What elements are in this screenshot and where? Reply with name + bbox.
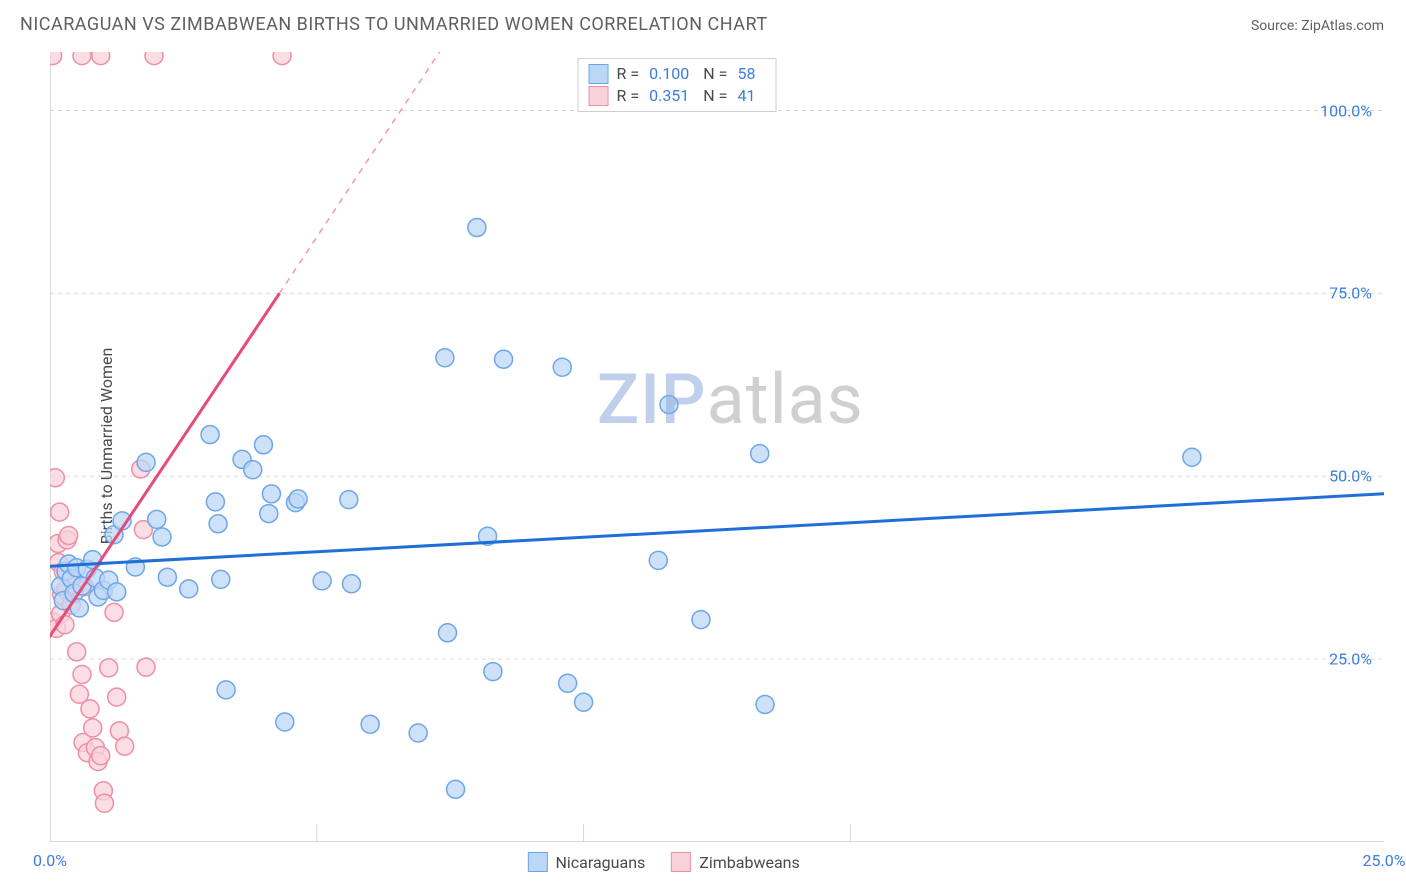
y-tick-label: 75.0% <box>1329 284 1372 303</box>
plot-area: ZIPatlas R = 0.100 N = 58 R = 0.351 N = … <box>50 52 1384 842</box>
legend-n-value-1: 41 <box>737 85 755 107</box>
legend-bottom-swatch-0 <box>527 852 547 872</box>
chart-container: NICARAGUAN VS ZIMBABWEAN BIRTHS TO UNMAR… <box>0 0 1406 892</box>
legend-stats-row-1: R = 0.351 N = 41 <box>588 85 761 107</box>
legend-r-value-1: 0.351 <box>649 85 689 107</box>
legend-bottom-label-0: Nicaraguans <box>555 853 645 872</box>
scatter-plot-svg <box>50 52 1384 842</box>
legend-series: Nicaraguans Zimbabweans <box>527 852 799 872</box>
y-tick-label: 25.0% <box>1329 650 1372 669</box>
source-label: Source: ZipAtlas.com <box>1251 18 1384 34</box>
legend-swatch-0 <box>588 64 608 84</box>
x-tick-label: 25.0% <box>1363 851 1406 870</box>
legend-item-1: Zimbabweans <box>671 852 799 872</box>
legend-item-0: Nicaraguans <box>527 852 645 872</box>
legend-bottom-label-1: Zimbabweans <box>699 853 799 872</box>
legend-r-value-0: 0.100 <box>649 63 689 85</box>
legend-n-label-1: N = <box>703 85 727 107</box>
legend-n-label-0: N = <box>703 63 727 85</box>
legend-stats: R = 0.100 N = 58 R = 0.351 N = 41 <box>577 58 776 112</box>
legend-r-label-1: R = <box>616 85 639 107</box>
chart-title: NICARAGUAN VS ZIMBABWEAN BIRTHS TO UNMAR… <box>20 14 768 35</box>
legend-stats-row-0: R = 0.100 N = 58 <box>588 63 761 85</box>
x-tick-label: 0.0% <box>33 851 67 870</box>
y-tick-label: 100.0% <box>1320 101 1372 120</box>
legend-r-label-0: R = <box>616 63 639 85</box>
y-tick-label: 50.0% <box>1329 467 1372 486</box>
legend-swatch-1 <box>588 86 608 106</box>
legend-bottom-swatch-1 <box>671 852 691 872</box>
legend-n-value-0: 58 <box>737 63 755 85</box>
